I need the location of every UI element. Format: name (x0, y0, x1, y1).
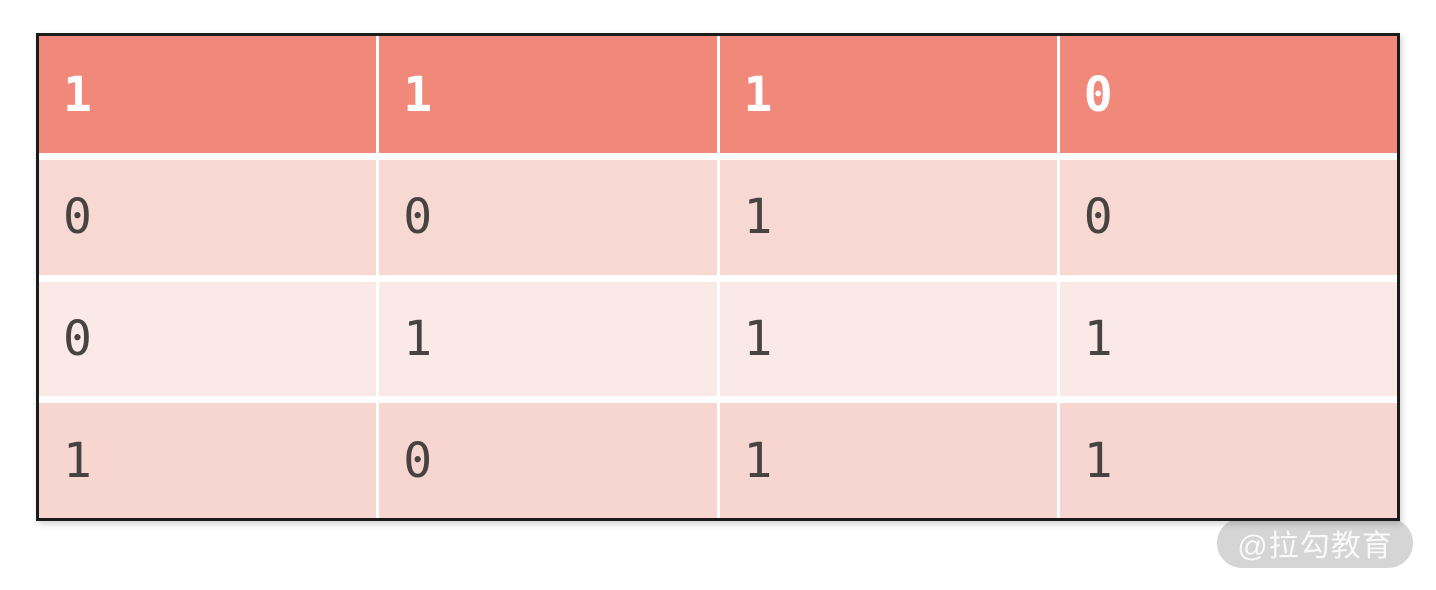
table-cell-value: 0 (403, 189, 433, 246)
header-cell-value: 1 (63, 66, 92, 123)
header-cell-value: 1 (403, 66, 433, 123)
table-cell-value: 0 (1083, 189, 1113, 246)
table-cell-value: 1 (1083, 432, 1113, 489)
table-cell: 1 (719, 403, 1057, 518)
table-cell: 0 (39, 160, 377, 275)
table-cell-value: 1 (63, 432, 92, 489)
table-cell-value: 0 (63, 310, 92, 367)
truth-table: 1 1 1 0 0 0 1 0 0 1 1 (36, 33, 1400, 521)
table-cell: 1 (1059, 403, 1397, 518)
header-cell-value: 1 (743, 66, 773, 123)
table-cell: 1 (379, 281, 717, 397)
header-cell-value: 0 (1083, 66, 1113, 123)
table-cell-value: 1 (1083, 310, 1113, 367)
header-cell: 1 (39, 36, 377, 153)
table-cell-value: 0 (63, 189, 92, 246)
table-cell: 1 (719, 281, 1057, 397)
table-cell: 0 (379, 160, 717, 275)
header-cell: 0 (1059, 36, 1397, 153)
table-cell-value: 1 (743, 189, 773, 246)
table-cell-value: 0 (403, 432, 433, 489)
table-cell-value: 1 (743, 310, 773, 367)
table-cell: 0 (1059, 160, 1397, 275)
table-cell: 0 (39, 281, 377, 397)
watermark-badge: @拉勾教育 (1217, 518, 1413, 568)
table-cell-value: 1 (403, 310, 433, 367)
watermark-text: @拉勾教育 (1237, 530, 1393, 563)
header-cell: 1 (379, 36, 717, 153)
table-cell: 1 (1059, 281, 1397, 397)
table-cell: 1 (719, 160, 1057, 275)
table-cell: 1 (39, 403, 377, 518)
header-cell: 1 (719, 36, 1057, 153)
table-cell-value: 1 (743, 432, 773, 489)
table-cell: 0 (379, 403, 717, 518)
